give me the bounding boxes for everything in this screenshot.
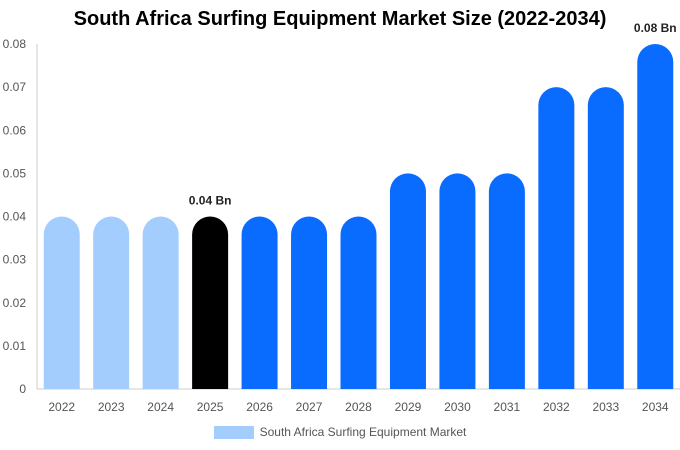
y-tick-label: 0.02 <box>3 296 27 310</box>
x-tick-label: 2023 <box>98 400 125 414</box>
bar-2031 <box>488 173 525 389</box>
legend-swatch <box>213 425 254 439</box>
bar-2026 <box>241 216 278 389</box>
x-tick-label: 2033 <box>592 400 619 414</box>
y-tick-label: 0.03 <box>3 253 27 267</box>
y-tick-label: 0.04 <box>3 210 27 224</box>
data-label: 0.04 Bn <box>189 194 232 208</box>
legend: South Africa Surfing Equipment Market <box>0 425 680 439</box>
y-tick-label: 0.07 <box>3 80 27 94</box>
bar-2023 <box>93 216 130 389</box>
chart-title: South Africa Surfing Equipment Market Si… <box>73 8 607 30</box>
bar-chart: 0 0.01 0.02 0.03 0.04 0.05 0.06 0.07 0.08 2022 20… <box>3 21 680 414</box>
bar-2024 <box>142 216 179 389</box>
x-tick-label: 2026 <box>246 400 273 414</box>
x-tick-label: 2024 <box>147 400 174 414</box>
x-tick-label: 2030 <box>444 400 471 414</box>
y-tick-label: 0.08 <box>3 37 27 51</box>
bar-2030 <box>439 173 476 389</box>
y-tick-label: 0.06 <box>3 123 27 137</box>
x-tick-label: 2034 <box>642 400 669 414</box>
x-tick-label: 2028 <box>345 400 372 414</box>
bar-2033 <box>587 87 624 389</box>
bar-2027 <box>291 216 328 389</box>
data-label: 0.08 Bn <box>634 21 677 35</box>
bar-2032 <box>538 87 575 389</box>
y-tick-label: 0 <box>19 382 26 396</box>
x-tick-label: 2031 <box>494 400 521 414</box>
x-tick-label: 2025 <box>197 400 224 414</box>
y-tick-label: 0.01 <box>3 339 27 353</box>
x-tick-label: 2029 <box>395 400 422 414</box>
bar-2022 <box>43 216 80 389</box>
bar-2034 <box>637 44 674 389</box>
y-tick-label: 0.05 <box>3 166 27 180</box>
bar-2028 <box>340 216 377 389</box>
bar-2025 <box>192 216 229 389</box>
x-tick-label: 2022 <box>48 400 75 414</box>
legend-label: South Africa Surfing Equipment Market <box>259 425 467 439</box>
x-tick-label: 2027 <box>296 400 323 414</box>
x-tick-label: 2032 <box>543 400 570 414</box>
bar-2029 <box>389 173 426 389</box>
